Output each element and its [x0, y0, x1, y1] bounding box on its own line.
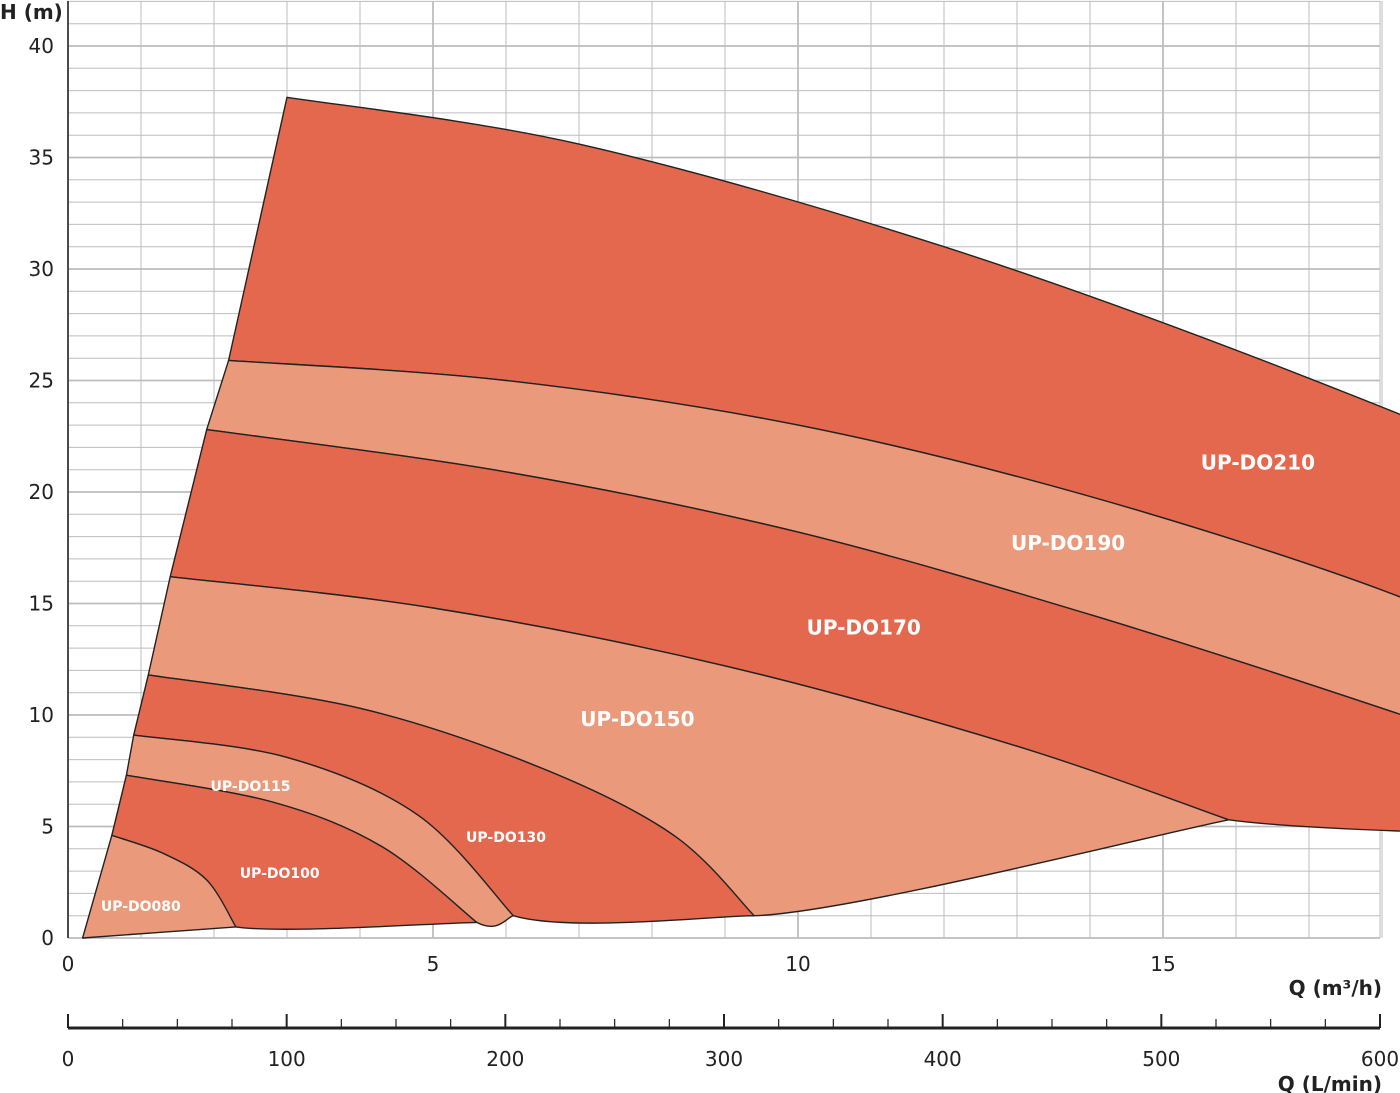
x-tick-label: 5 [427, 952, 440, 976]
series-label-up-do170: UP-DO170 [807, 616, 921, 640]
x2-tick-label: 100 [268, 1047, 306, 1071]
y-tick-label: 0 [41, 926, 54, 950]
series-label-up-do190: UP-DO190 [1011, 531, 1125, 555]
y-tick-label: 30 [29, 257, 54, 281]
x2-tick-label: 200 [486, 1047, 524, 1071]
y-tick-label: 15 [29, 592, 54, 616]
series-label-up-do080: UP-DO080 [101, 899, 181, 915]
series-label-up-do210: UP-DO210 [1201, 451, 1315, 475]
axes: 0510152025303540051015202530350100200300… [29, 1, 1399, 1071]
x-tick-label: 0 [62, 952, 75, 976]
y-tick-label: 25 [29, 369, 54, 393]
x2-axis-title: Q (L/min) [1278, 1072, 1382, 1093]
x-tick-label: 10 [785, 952, 810, 976]
series-label-up-do115: UP-DO115 [211, 779, 291, 795]
y-tick-label: 40 [29, 34, 54, 58]
series-label-up-do150: UP-DO150 [580, 707, 694, 731]
y-tick-label: 35 [29, 146, 54, 170]
x2-tick-label: 500 [1142, 1047, 1180, 1071]
x2-tick-label: 400 [924, 1047, 962, 1071]
x2-tick-label: 600 [1361, 1047, 1399, 1071]
series-label-up-do130: UP-DO130 [466, 830, 546, 846]
band-up-do080 [81, 834, 237, 939]
y-tick-label: 20 [29, 480, 54, 504]
series-labels: UP-DO210 UP-DO190 UP-DO170 UP-DO150 UP-DO130… [101, 451, 1315, 916]
x-tick-label: 15 [1150, 952, 1175, 976]
x2-tick-label: 300 [705, 1047, 743, 1071]
series-label-up-do100: UP-DO100 [240, 866, 320, 882]
y-axis-title: H (m) [0, 0, 63, 24]
y-tick-label: 5 [41, 815, 54, 839]
x-axis-title: Q (m³/h) [1289, 976, 1382, 1000]
pump-areas [81, 96, 1400, 939]
y-tick-label: 10 [29, 703, 54, 727]
x2-tick-label: 0 [62, 1047, 75, 1071]
